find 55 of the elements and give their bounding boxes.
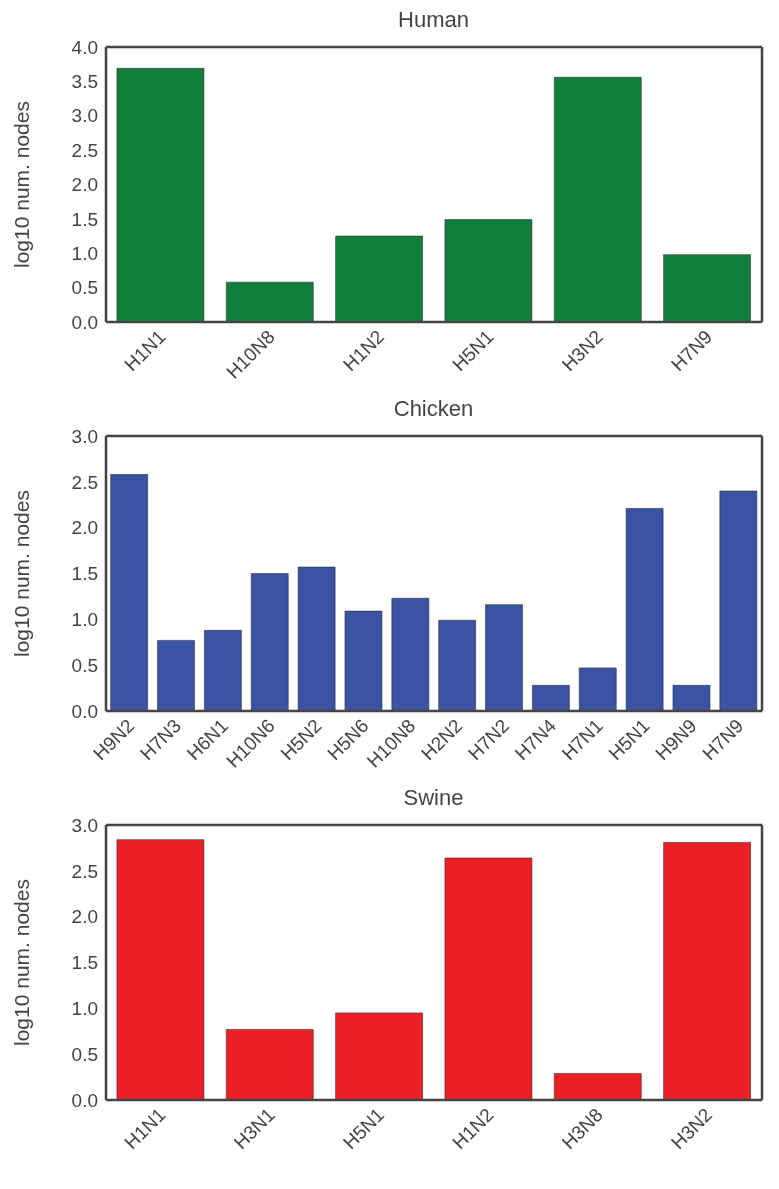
y-tick-label: 0.0 [71, 1089, 98, 1111]
y-tick-label: 0.5 [71, 654, 98, 676]
y-tick-label: 2.5 [71, 139, 98, 161]
y-tick-label: 1.0 [71, 998, 98, 1020]
bar [578, 667, 617, 711]
y-tick-label: 0.5 [71, 1043, 98, 1065]
y-tick-label: 0.0 [71, 311, 98, 333]
bar [663, 842, 751, 1100]
bar [663, 254, 751, 322]
y-axis-title: log10 num. nodes [10, 490, 34, 657]
bar [250, 573, 289, 711]
y-tick-label: 2.0 [71, 174, 98, 196]
bar [625, 508, 664, 711]
y-tick-label: 2.0 [71, 906, 98, 928]
bar [110, 474, 148, 711]
bar [438, 619, 476, 711]
y-axis-title: log10 num. nodes [10, 879, 34, 1046]
y-tick-label: 0.0 [71, 700, 98, 722]
bar [297, 566, 336, 711]
bar [532, 685, 570, 711]
bar [553, 76, 642, 322]
y-tick-label: 2.0 [71, 517, 98, 539]
y-tick-label: 3.0 [71, 425, 98, 447]
y-tick-label: 1.5 [71, 208, 98, 230]
y-tick-label: 1.5 [71, 952, 98, 974]
bar [391, 597, 430, 711]
y-tick-label: 1.0 [71, 242, 98, 264]
chart-title: Swine [402, 785, 465, 810]
bar [335, 1012, 423, 1100]
y-tick-label: 3.5 [71, 71, 98, 93]
bar [672, 685, 711, 711]
bar [553, 1073, 642, 1100]
y-tick-label: 4.0 [71, 36, 98, 58]
y-tick-label: 0.5 [71, 277, 98, 299]
bar [157, 640, 195, 711]
chart-title: Chicken [392, 396, 475, 421]
y-tick-label: 3.0 [71, 814, 98, 836]
bar [204, 630, 242, 711]
bar [444, 219, 533, 322]
bar [225, 281, 314, 322]
y-tick-label: 1.5 [71, 563, 98, 585]
bar [335, 235, 423, 322]
bar [719, 490, 758, 711]
y-tick-label: 1.0 [71, 609, 98, 631]
y-tick-label: 2.5 [71, 471, 98, 493]
bar [225, 1029, 314, 1100]
bar [485, 604, 523, 711]
chart-title: Human [397, 7, 470, 32]
bar [116, 839, 205, 1100]
bar [344, 610, 383, 711]
bar [444, 857, 533, 1100]
bar [116, 68, 205, 322]
y-axis-title: log10 num. nodes [10, 101, 34, 268]
y-tick-label: 3.0 [71, 105, 98, 127]
y-tick-label: 2.5 [71, 860, 98, 882]
